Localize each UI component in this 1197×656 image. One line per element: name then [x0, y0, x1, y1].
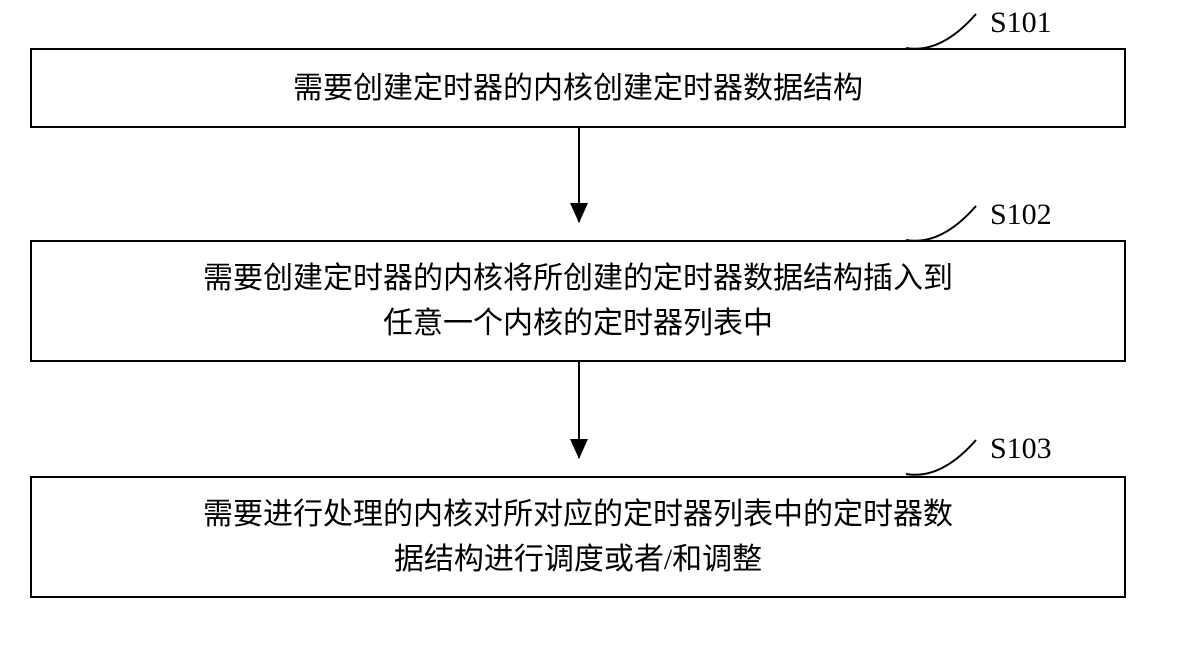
- step-label-s102: S102: [990, 198, 1052, 232]
- step-text-s102: 需要创建定时器的内核将所创建的定时器数据结构插入到 任意一个内核的定时器列表中: [203, 256, 953, 346]
- step-text-s103: 需要进行处理的内核对所对应的定时器列表中的定时器数 据结构进行调度或者/和调整: [203, 492, 953, 582]
- flowchart-canvas: S101 需要创建定时器的内核创建定时器数据结构 S102 需要创建定时器的内核…: [0, 0, 1197, 656]
- step-text-s101: 需要创建定时器的内核创建定时器数据结构: [293, 66, 863, 111]
- step-box-s103: 需要进行处理的内核对所对应的定时器列表中的定时器数 据结构进行调度或者/和调整: [30, 476, 1126, 598]
- callout-s103: [906, 440, 996, 480]
- step-box-s101: 需要创建定时器的内核创建定时器数据结构: [30, 48, 1126, 128]
- step-label-s103: S103: [990, 432, 1052, 466]
- step-label-s101: S101: [990, 6, 1052, 40]
- arrow-s102-s103: [578, 362, 580, 458]
- step-box-s102: 需要创建定时器的内核将所创建的定时器数据结构插入到 任意一个内核的定时器列表中: [30, 240, 1126, 362]
- arrow-s101-s102: [578, 128, 580, 222]
